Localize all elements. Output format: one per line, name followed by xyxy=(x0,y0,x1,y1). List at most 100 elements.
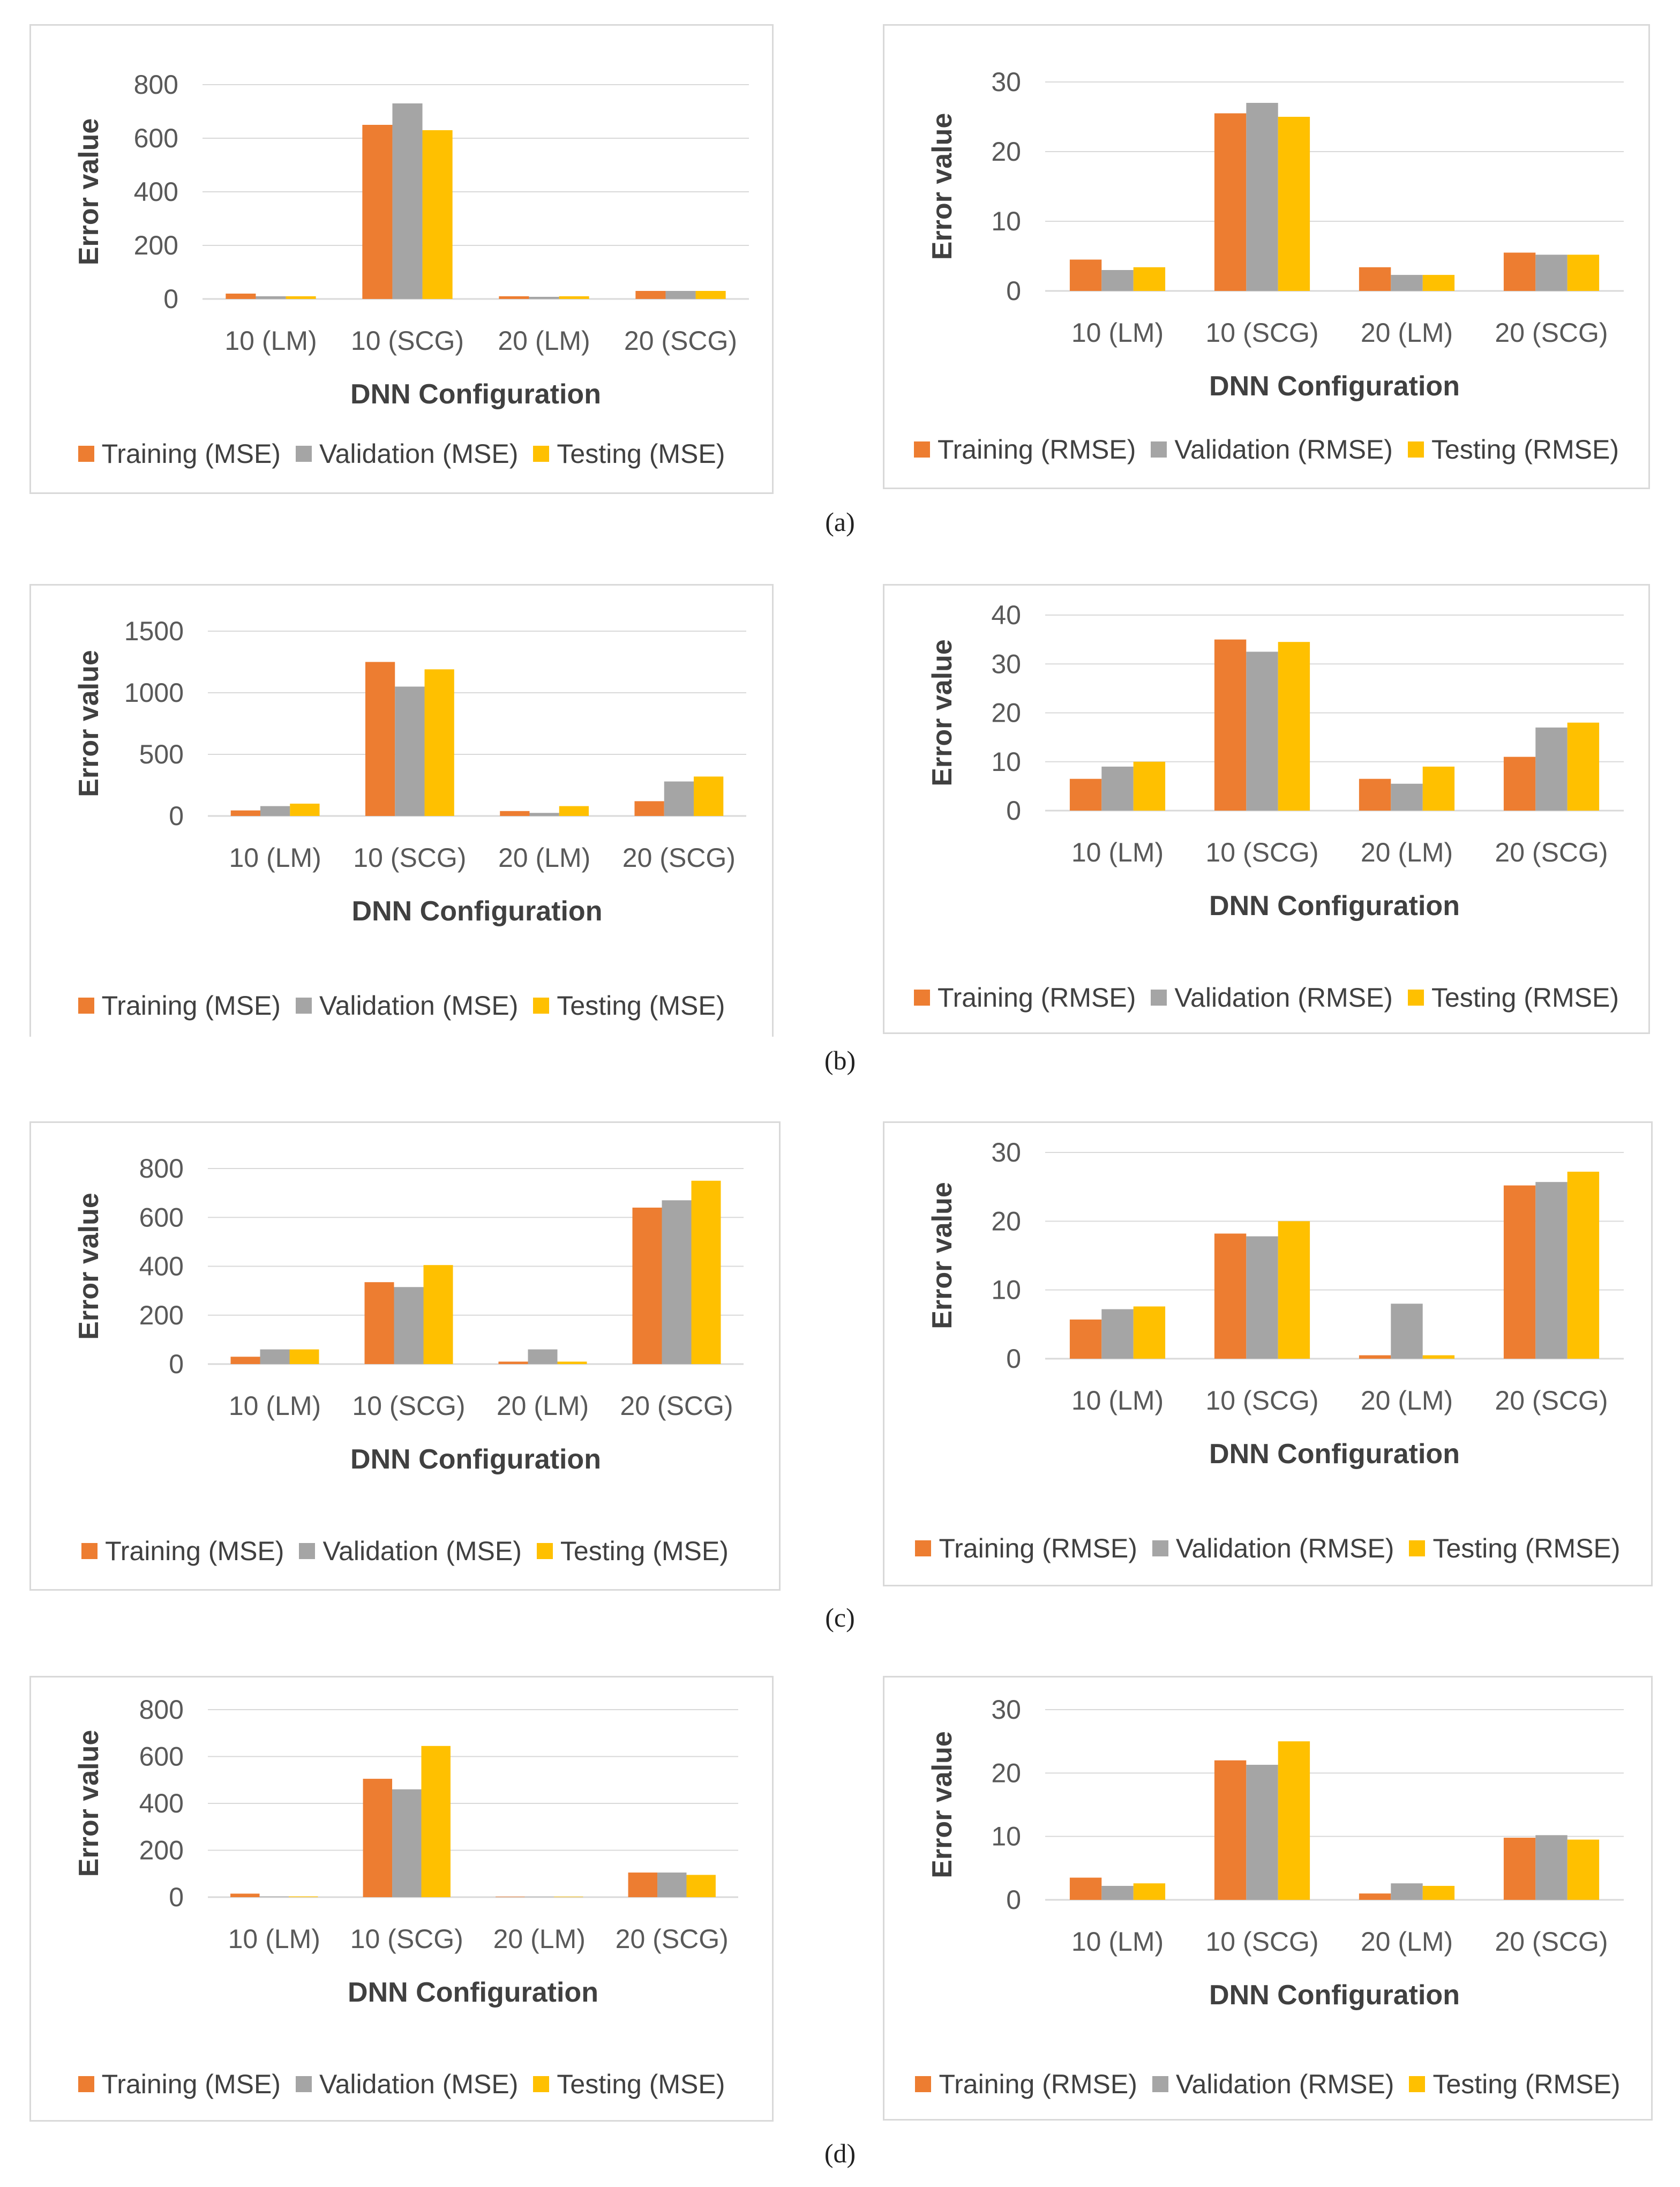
legend-item-validation: Validation (RMSE) xyxy=(1152,2069,1394,2100)
bar-validation xyxy=(392,103,423,299)
caption-c: (c) xyxy=(825,1602,855,1632)
y-tick-label: 0 xyxy=(1006,1885,1021,1915)
bar-testing xyxy=(1422,1355,1455,1359)
legend-label: Validation (RMSE) xyxy=(1175,1533,1394,1563)
caption-b: (b) xyxy=(824,1045,856,1075)
legend-swatch xyxy=(1152,1540,1168,1556)
bar-validation xyxy=(528,1349,558,1364)
legend-item-validation: Validation (RMSE) xyxy=(1152,1533,1394,1564)
x-tick-label: 20 (SCG) xyxy=(620,1391,733,1421)
y-axis-title: Error value xyxy=(927,113,958,260)
legend: Training (RMSE) Validation (RMSE) Testing … xyxy=(884,2069,1651,2100)
bar-validation xyxy=(1535,727,1568,811)
bar-testing xyxy=(694,776,724,816)
bar-testing xyxy=(289,1349,319,1364)
chart-svg-a-mse: 0 200 400 600 800 10 (LM) 10 (SCG) 20 (LM) 20 (S… xyxy=(73,70,749,410)
bar-training xyxy=(1069,1319,1102,1359)
bar-validation xyxy=(1101,1885,1134,1900)
bar-training xyxy=(1359,1355,1391,1359)
legend-label: Testing (MSE) xyxy=(557,991,725,1021)
legend-swatch xyxy=(299,1543,316,1559)
bar-testing xyxy=(686,1875,716,1897)
x-tick-label: 10 (SCG) xyxy=(352,1391,465,1421)
bar-testing xyxy=(1567,1839,1600,1900)
chart-panel-b-mse: 0 500 1000 1500 10 (LM) 10 (SCG) 20 (LM) 20 (SC… xyxy=(29,584,774,1037)
legend-label: Testing (MSE) xyxy=(560,1536,729,1566)
y-axis-title: Error value xyxy=(73,1730,104,1877)
chart-svg-c-mse: 0 200 400 600 800 10 (LM) 10 (SCG) 20 (LM) 20 (S… xyxy=(73,1154,744,1475)
legend-swatch xyxy=(1152,2076,1168,2092)
legend-swatch xyxy=(295,998,312,1014)
legend-label: Validation (RMSE) xyxy=(1174,983,1393,1013)
bar-training xyxy=(1069,1877,1102,1900)
bar-testing xyxy=(557,1361,587,1364)
x-tick-label: 20 (LM) xyxy=(498,843,590,873)
bar-validation xyxy=(1535,254,1568,291)
legend-label: Training (RMSE) xyxy=(939,1533,1137,1563)
x-tick-label: 10 (SCG) xyxy=(353,843,466,873)
x-tick-label: 10 (SCG) xyxy=(1205,837,1318,867)
x-axis-title: DNN Configuration xyxy=(1209,1439,1460,1470)
bar-training xyxy=(363,1779,393,1897)
legend: Training (RMSE) Validation (RMSE) Testing … xyxy=(884,982,1648,1013)
legend-label: Validation (RMSE) xyxy=(1175,2069,1394,2099)
chart-panel-a-mse: 0 200 400 600 800 10 (LM) 10 (SCG) 20 (LM) 20 (S… xyxy=(29,24,774,494)
legend-label: Training (MSE) xyxy=(101,2069,281,2099)
bar-training xyxy=(1069,778,1102,811)
bar-validation xyxy=(1246,651,1278,811)
legend-swatch xyxy=(913,441,930,458)
bar-validation xyxy=(260,806,290,816)
bar-testing xyxy=(695,291,726,299)
y-tick-label: 30 xyxy=(991,1695,1021,1725)
legend-swatch xyxy=(295,446,312,462)
legend-item-testing: Testing (RMSE) xyxy=(1407,982,1619,1013)
legend-item-validation: Validation (RMSE) xyxy=(1151,982,1393,1013)
bar-testing xyxy=(1567,254,1600,291)
x-axis-title: DNN Configuration xyxy=(352,896,603,927)
bar-training xyxy=(635,291,666,299)
legend-label: Training (MSE) xyxy=(105,1536,284,1566)
x-axis-title: DNN Configuration xyxy=(348,1977,598,2008)
legend-swatch xyxy=(1407,441,1424,458)
bar-validation xyxy=(657,1873,687,1897)
bar-training xyxy=(632,1208,662,1364)
bar-testing xyxy=(1133,761,1166,811)
bar-validation xyxy=(1391,783,1423,811)
legend-label: Validation (MSE) xyxy=(319,2069,519,2099)
x-tick-label: 20 (LM) xyxy=(1361,837,1453,867)
bar-training xyxy=(1214,1233,1247,1359)
legend-label: Training (RMSE) xyxy=(937,983,1136,1013)
bar-validation xyxy=(394,1287,424,1364)
bar-validation xyxy=(529,813,559,816)
legend-item-testing: Testing (MSE) xyxy=(533,2069,725,2100)
bar-validation xyxy=(664,781,694,816)
legend-item-validation: Validation (MSE) xyxy=(295,990,518,1021)
y-tick-label: 600 xyxy=(139,1202,184,1232)
legend-swatch xyxy=(295,2076,312,2092)
chart-panel-a-rmse: 0 10 20 30 10 (LM) 10 (SCG) 20 (LM) 20 (SCG) DNN… xyxy=(883,24,1650,489)
chart-svg-c-rmse: 0 10 20 30 10 (LM) 10 (SCG) 20 (LM) 20 (SCG) DNN… xyxy=(927,1137,1624,1470)
x-tick-label: 10 (SCG) xyxy=(351,326,464,356)
legend-swatch xyxy=(533,446,550,462)
x-tick-label: 20 (SCG) xyxy=(624,326,737,356)
bar-validation xyxy=(395,686,425,816)
bar-testing xyxy=(1278,642,1310,811)
bar-validation xyxy=(1101,1309,1134,1359)
x-tick-label: 10 (LM) xyxy=(1071,1385,1164,1415)
y-tick-label: 400 xyxy=(139,1788,184,1818)
legend: Training (RMSE) Validation (RMSE) Testing … xyxy=(884,434,1648,465)
bar-training xyxy=(365,662,395,816)
bar-training xyxy=(1503,757,1536,811)
chart-svg-d-rmse: 0 10 20 30 10 (LM) 10 (SCG) 20 (LM) 20 (SCG) DNN… xyxy=(927,1695,1624,2011)
x-axis-title: DNN Configuration xyxy=(1209,371,1460,402)
y-tick-label: 800 xyxy=(139,1695,184,1725)
legend-swatch xyxy=(915,2076,932,2092)
x-tick-label: 20 (LM) xyxy=(1361,1385,1453,1415)
legend-label: Training (RMSE) xyxy=(937,435,1136,465)
bar-testing xyxy=(290,804,320,816)
y-tick-label: 10 xyxy=(991,1822,1021,1852)
caption-a: (a) xyxy=(825,507,855,537)
legend: Training (MSE) Validation (MSE) Testing (M… xyxy=(31,438,772,469)
y-tick-label: 10 xyxy=(991,747,1021,777)
bar-testing xyxy=(1278,117,1310,291)
